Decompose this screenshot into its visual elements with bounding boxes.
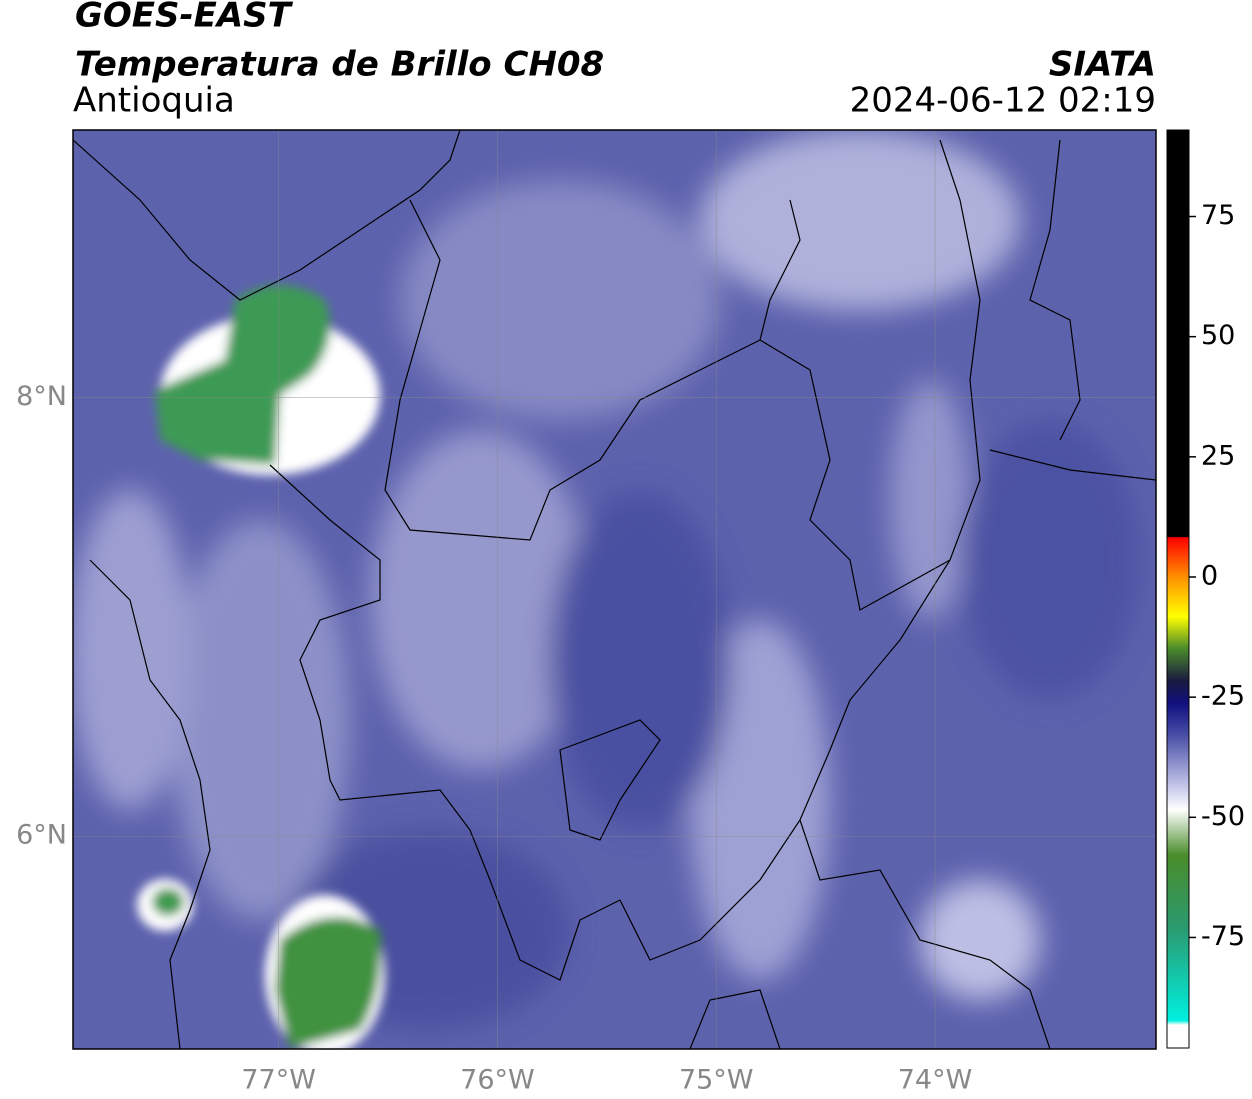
x-tick-label: 74°W: [898, 1065, 973, 1096]
colorbar-tick-label: -25: [1201, 681, 1245, 712]
x-tick-label: 77°W: [241, 1065, 316, 1096]
colorbar-tick-label: 50: [1201, 320, 1235, 351]
colorbar-tick-label: 75: [1201, 200, 1235, 231]
x-tick-label: 75°W: [679, 1065, 754, 1096]
timestamp: 2024-06-12 02:19: [850, 81, 1156, 121]
source: SIATA: [1049, 45, 1156, 85]
colorbar-tick-label: -75: [1201, 921, 1245, 952]
x-tick-label: 76°W: [460, 1065, 535, 1096]
colorbar-tick-label: 0: [1201, 560, 1218, 591]
title: GOES-EAST: [75, 0, 294, 36]
y-tick-label: 8°N: [16, 381, 67, 412]
map-frame: [72, 129, 1157, 1050]
colorbar: [1166, 129, 1190, 1049]
colorbar-tick-label: 25: [1201, 440, 1235, 471]
y-tick-label: 6°N: [16, 820, 67, 851]
colorbar-tick-label: -50: [1201, 801, 1245, 832]
map: [73, 130, 1156, 1049]
subtitle: Temperatura de Brillo CH08: [75, 45, 604, 85]
region: Antioquia: [73, 81, 235, 121]
